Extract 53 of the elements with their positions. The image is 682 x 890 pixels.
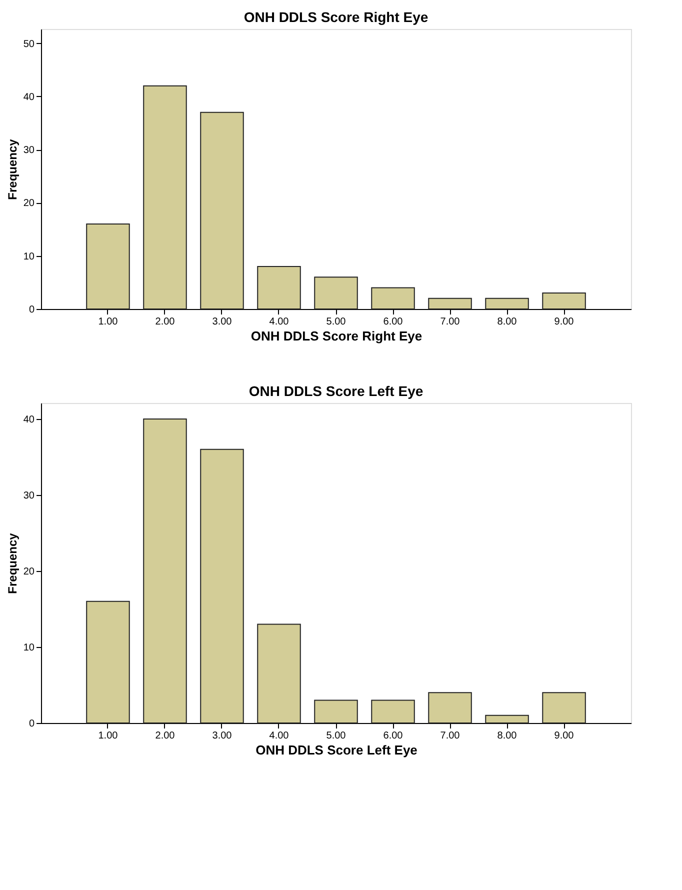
bar [428, 298, 472, 310]
bar [143, 418, 187, 724]
bar [86, 600, 130, 724]
x-tick-label: 9.00 [554, 316, 574, 328]
x-tick-label: 2.00 [155, 730, 176, 742]
y-tick-label: 30 [23, 145, 35, 156]
x-tick-label: 1.00 [98, 316, 118, 328]
chart-title: ONH DDLS Score Left Eye [248, 383, 424, 399]
y-tick-label: 30 [23, 490, 35, 502]
y-tick-label: 20 [23, 566, 35, 578]
chart-title: ONH DDLS Score Right Eye [244, 9, 428, 25]
y-tick-label: 10 [23, 642, 35, 654]
bar [371, 700, 415, 724]
bar [314, 700, 358, 724]
x-tick-label: 3.00 [212, 316, 232, 328]
bar [86, 223, 130, 310]
bar [257, 624, 301, 724]
x-tick-label: 2.00 [155, 316, 176, 328]
x-tick-label: 9.00 [554, 730, 574, 742]
x-tick-label: 7.00 [440, 316, 460, 328]
bar [542, 292, 586, 310]
bar [200, 112, 244, 310]
x-tick-label: 3.00 [212, 730, 232, 742]
bar [200, 448, 244, 724]
x-tick-label: 8.00 [497, 316, 518, 328]
x-tick-label: 1.00 [98, 730, 118, 742]
y-tick-label: 50 [23, 38, 35, 50]
x-tick-label: 6.00 [383, 730, 404, 742]
bar [485, 298, 529, 310]
x-tick-label: 7.00 [440, 730, 460, 742]
y-tick-label: 10 [23, 251, 35, 262]
y-tick-label: 20 [23, 198, 35, 210]
bar [143, 85, 187, 310]
y-axis-title: Frequency [5, 532, 20, 594]
x-tick-label: 4.00 [269, 316, 290, 328]
bar [257, 266, 301, 310]
x-axis-title: ONH DDLS Score Right Eye [250, 328, 422, 344]
x-tick-label: 5.00 [326, 316, 346, 328]
bar [542, 692, 586, 724]
y-tick-label: 0 [28, 718, 35, 730]
x-tick-label: 6.00 [383, 316, 404, 328]
y-tick-label: 40 [23, 92, 35, 103]
bar [314, 276, 358, 310]
y-tick-label: 40 [23, 414, 35, 426]
x-tick-label: 5.00 [326, 730, 346, 742]
bar [428, 692, 472, 724]
y-tick-label: 0 [28, 304, 35, 316]
y-axis-title: Frequency [5, 138, 20, 200]
bar [371, 287, 415, 310]
x-axis-title: ONH DDLS Score Left Eye [256, 742, 418, 758]
x-tick-label: 4.00 [269, 730, 290, 742]
x-tick-label: 8.00 [497, 730, 518, 742]
bar [485, 714, 529, 724]
